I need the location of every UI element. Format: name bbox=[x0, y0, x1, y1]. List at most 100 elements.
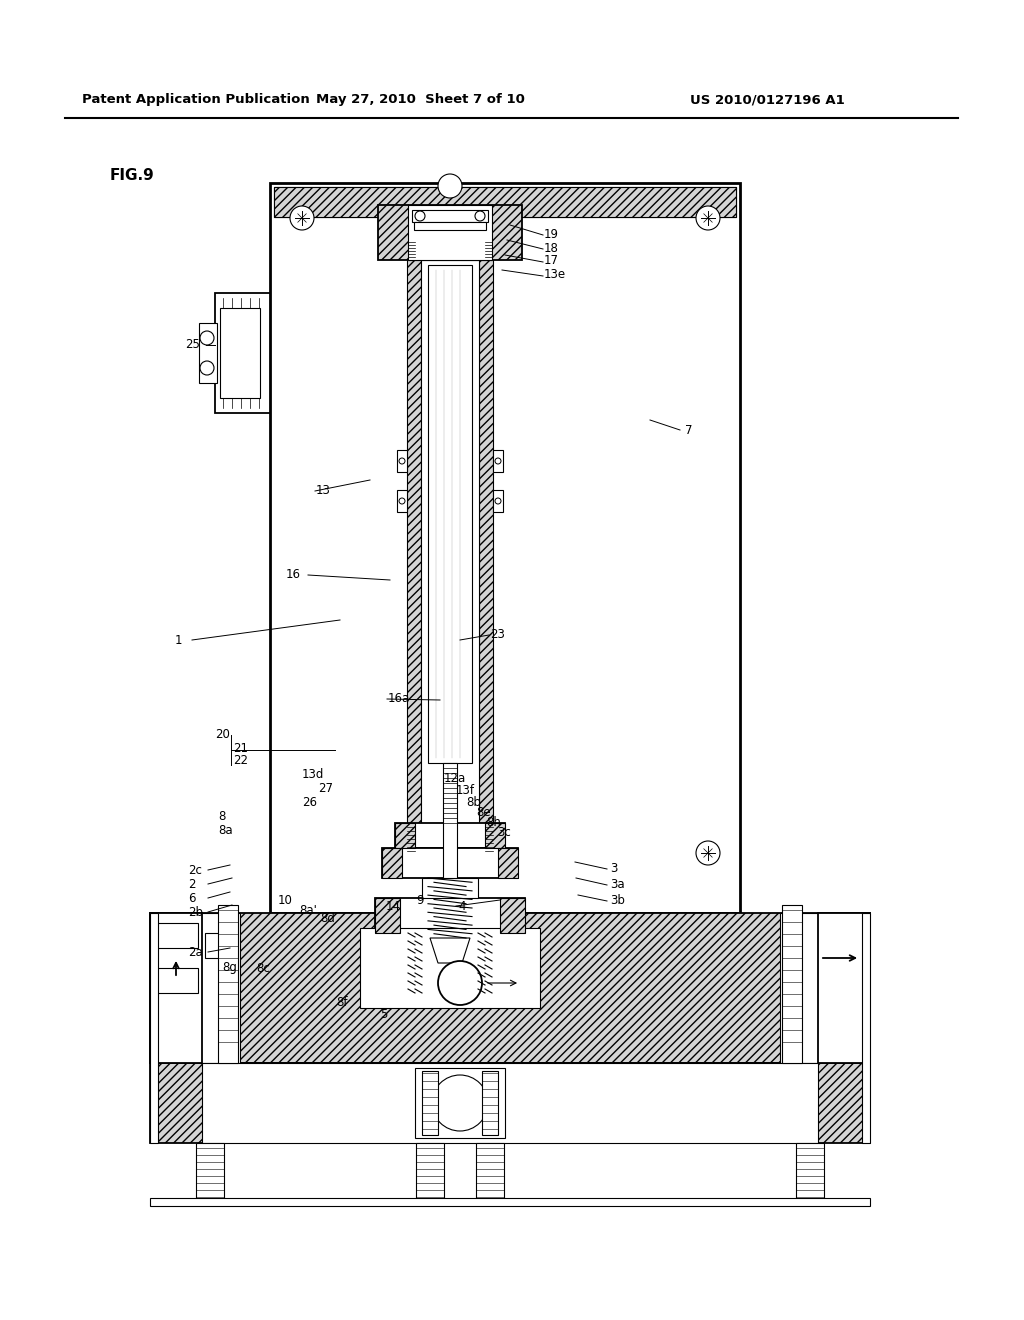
Text: 18: 18 bbox=[544, 242, 559, 255]
Bar bbox=[421, 260, 479, 822]
Bar bbox=[360, 928, 540, 1008]
Bar bbox=[408, 205, 492, 260]
Bar bbox=[862, 913, 870, 1143]
Circle shape bbox=[475, 211, 485, 220]
Bar bbox=[493, 450, 503, 473]
Bar bbox=[150, 1063, 870, 1143]
Bar bbox=[500, 898, 525, 933]
Text: 8: 8 bbox=[218, 810, 225, 824]
Bar bbox=[375, 898, 525, 933]
Bar bbox=[202, 1063, 818, 1143]
Text: 5: 5 bbox=[380, 1007, 387, 1020]
Circle shape bbox=[200, 360, 214, 375]
Bar bbox=[482, 1071, 498, 1135]
Text: 21: 21 bbox=[233, 742, 248, 755]
Text: 8a': 8a' bbox=[299, 903, 316, 916]
Circle shape bbox=[200, 331, 214, 345]
Bar bbox=[780, 913, 820, 1063]
Bar bbox=[395, 822, 505, 847]
Bar bbox=[375, 898, 400, 933]
Text: 2: 2 bbox=[188, 878, 196, 891]
Text: 2b: 2b bbox=[188, 906, 203, 919]
Circle shape bbox=[399, 498, 406, 504]
Text: 7: 7 bbox=[685, 424, 692, 437]
Text: 13f: 13f bbox=[456, 784, 475, 797]
Text: 8b: 8b bbox=[466, 796, 481, 809]
Bar bbox=[196, 1143, 224, 1203]
Text: 13: 13 bbox=[316, 483, 331, 496]
Bar bbox=[150, 913, 870, 1063]
Polygon shape bbox=[430, 939, 470, 964]
Text: 3a: 3a bbox=[610, 878, 625, 891]
Bar bbox=[154, 968, 198, 993]
Text: 25: 25 bbox=[185, 338, 200, 351]
Circle shape bbox=[432, 1074, 488, 1131]
Bar bbox=[395, 822, 415, 847]
Bar bbox=[818, 913, 870, 1063]
Text: US 2010/0127196 A1: US 2010/0127196 A1 bbox=[690, 94, 845, 107]
Bar bbox=[199, 323, 217, 383]
Circle shape bbox=[495, 458, 501, 465]
Text: 4: 4 bbox=[458, 899, 466, 912]
Bar bbox=[274, 187, 736, 216]
Text: 2a: 2a bbox=[188, 945, 203, 958]
Text: 9: 9 bbox=[416, 894, 424, 907]
Bar bbox=[416, 1143, 444, 1203]
Bar bbox=[443, 763, 457, 878]
Bar bbox=[479, 260, 493, 822]
Text: 8c: 8c bbox=[256, 961, 269, 974]
Text: 17: 17 bbox=[544, 255, 559, 268]
Text: 16a: 16a bbox=[388, 692, 411, 705]
Text: FIG.9: FIG.9 bbox=[110, 168, 155, 183]
Text: 12a: 12a bbox=[444, 771, 466, 784]
Bar bbox=[422, 1071, 438, 1135]
Circle shape bbox=[399, 458, 406, 465]
Text: 20: 20 bbox=[215, 729, 229, 742]
Bar bbox=[397, 490, 407, 512]
Circle shape bbox=[696, 841, 720, 865]
Bar bbox=[150, 913, 158, 1143]
Text: 2c: 2c bbox=[188, 863, 202, 876]
Bar bbox=[205, 933, 234, 958]
Text: 13d: 13d bbox=[302, 768, 325, 781]
Bar bbox=[796, 1143, 824, 1203]
Text: 8g: 8g bbox=[222, 961, 237, 974]
Bar bbox=[274, 187, 736, 216]
Text: 10: 10 bbox=[278, 894, 293, 907]
Text: Patent Application Publication: Patent Application Publication bbox=[82, 94, 309, 107]
Circle shape bbox=[696, 206, 720, 230]
Text: 6: 6 bbox=[188, 891, 196, 904]
Circle shape bbox=[495, 498, 501, 504]
Bar bbox=[407, 260, 421, 822]
Text: 16: 16 bbox=[286, 569, 301, 582]
Bar bbox=[498, 847, 518, 878]
Bar bbox=[422, 878, 478, 898]
Text: 23: 23 bbox=[490, 628, 505, 642]
Text: 3b: 3b bbox=[610, 894, 625, 907]
Text: 1: 1 bbox=[175, 634, 182, 647]
Text: 8h: 8h bbox=[486, 816, 501, 829]
Bar bbox=[150, 913, 202, 1063]
Bar bbox=[215, 293, 270, 413]
Bar bbox=[428, 265, 472, 763]
Bar bbox=[150, 1199, 870, 1206]
Bar bbox=[382, 847, 518, 878]
Bar bbox=[493, 490, 503, 512]
Circle shape bbox=[415, 211, 425, 220]
Text: May 27, 2010  Sheet 7 of 10: May 27, 2010 Sheet 7 of 10 bbox=[315, 94, 524, 107]
Bar bbox=[397, 450, 407, 473]
Text: 13e: 13e bbox=[544, 268, 566, 281]
Bar bbox=[218, 906, 238, 1063]
Bar bbox=[382, 847, 402, 878]
Bar bbox=[378, 205, 522, 260]
Bar bbox=[274, 187, 736, 216]
Bar bbox=[154, 923, 198, 948]
Bar bbox=[476, 1143, 504, 1203]
Circle shape bbox=[290, 206, 314, 230]
Polygon shape bbox=[415, 1068, 505, 1138]
Text: 8a: 8a bbox=[218, 824, 232, 837]
Bar bbox=[270, 183, 740, 913]
Text: 19: 19 bbox=[544, 227, 559, 240]
Text: 26: 26 bbox=[302, 796, 317, 808]
Text: 14: 14 bbox=[386, 899, 401, 912]
